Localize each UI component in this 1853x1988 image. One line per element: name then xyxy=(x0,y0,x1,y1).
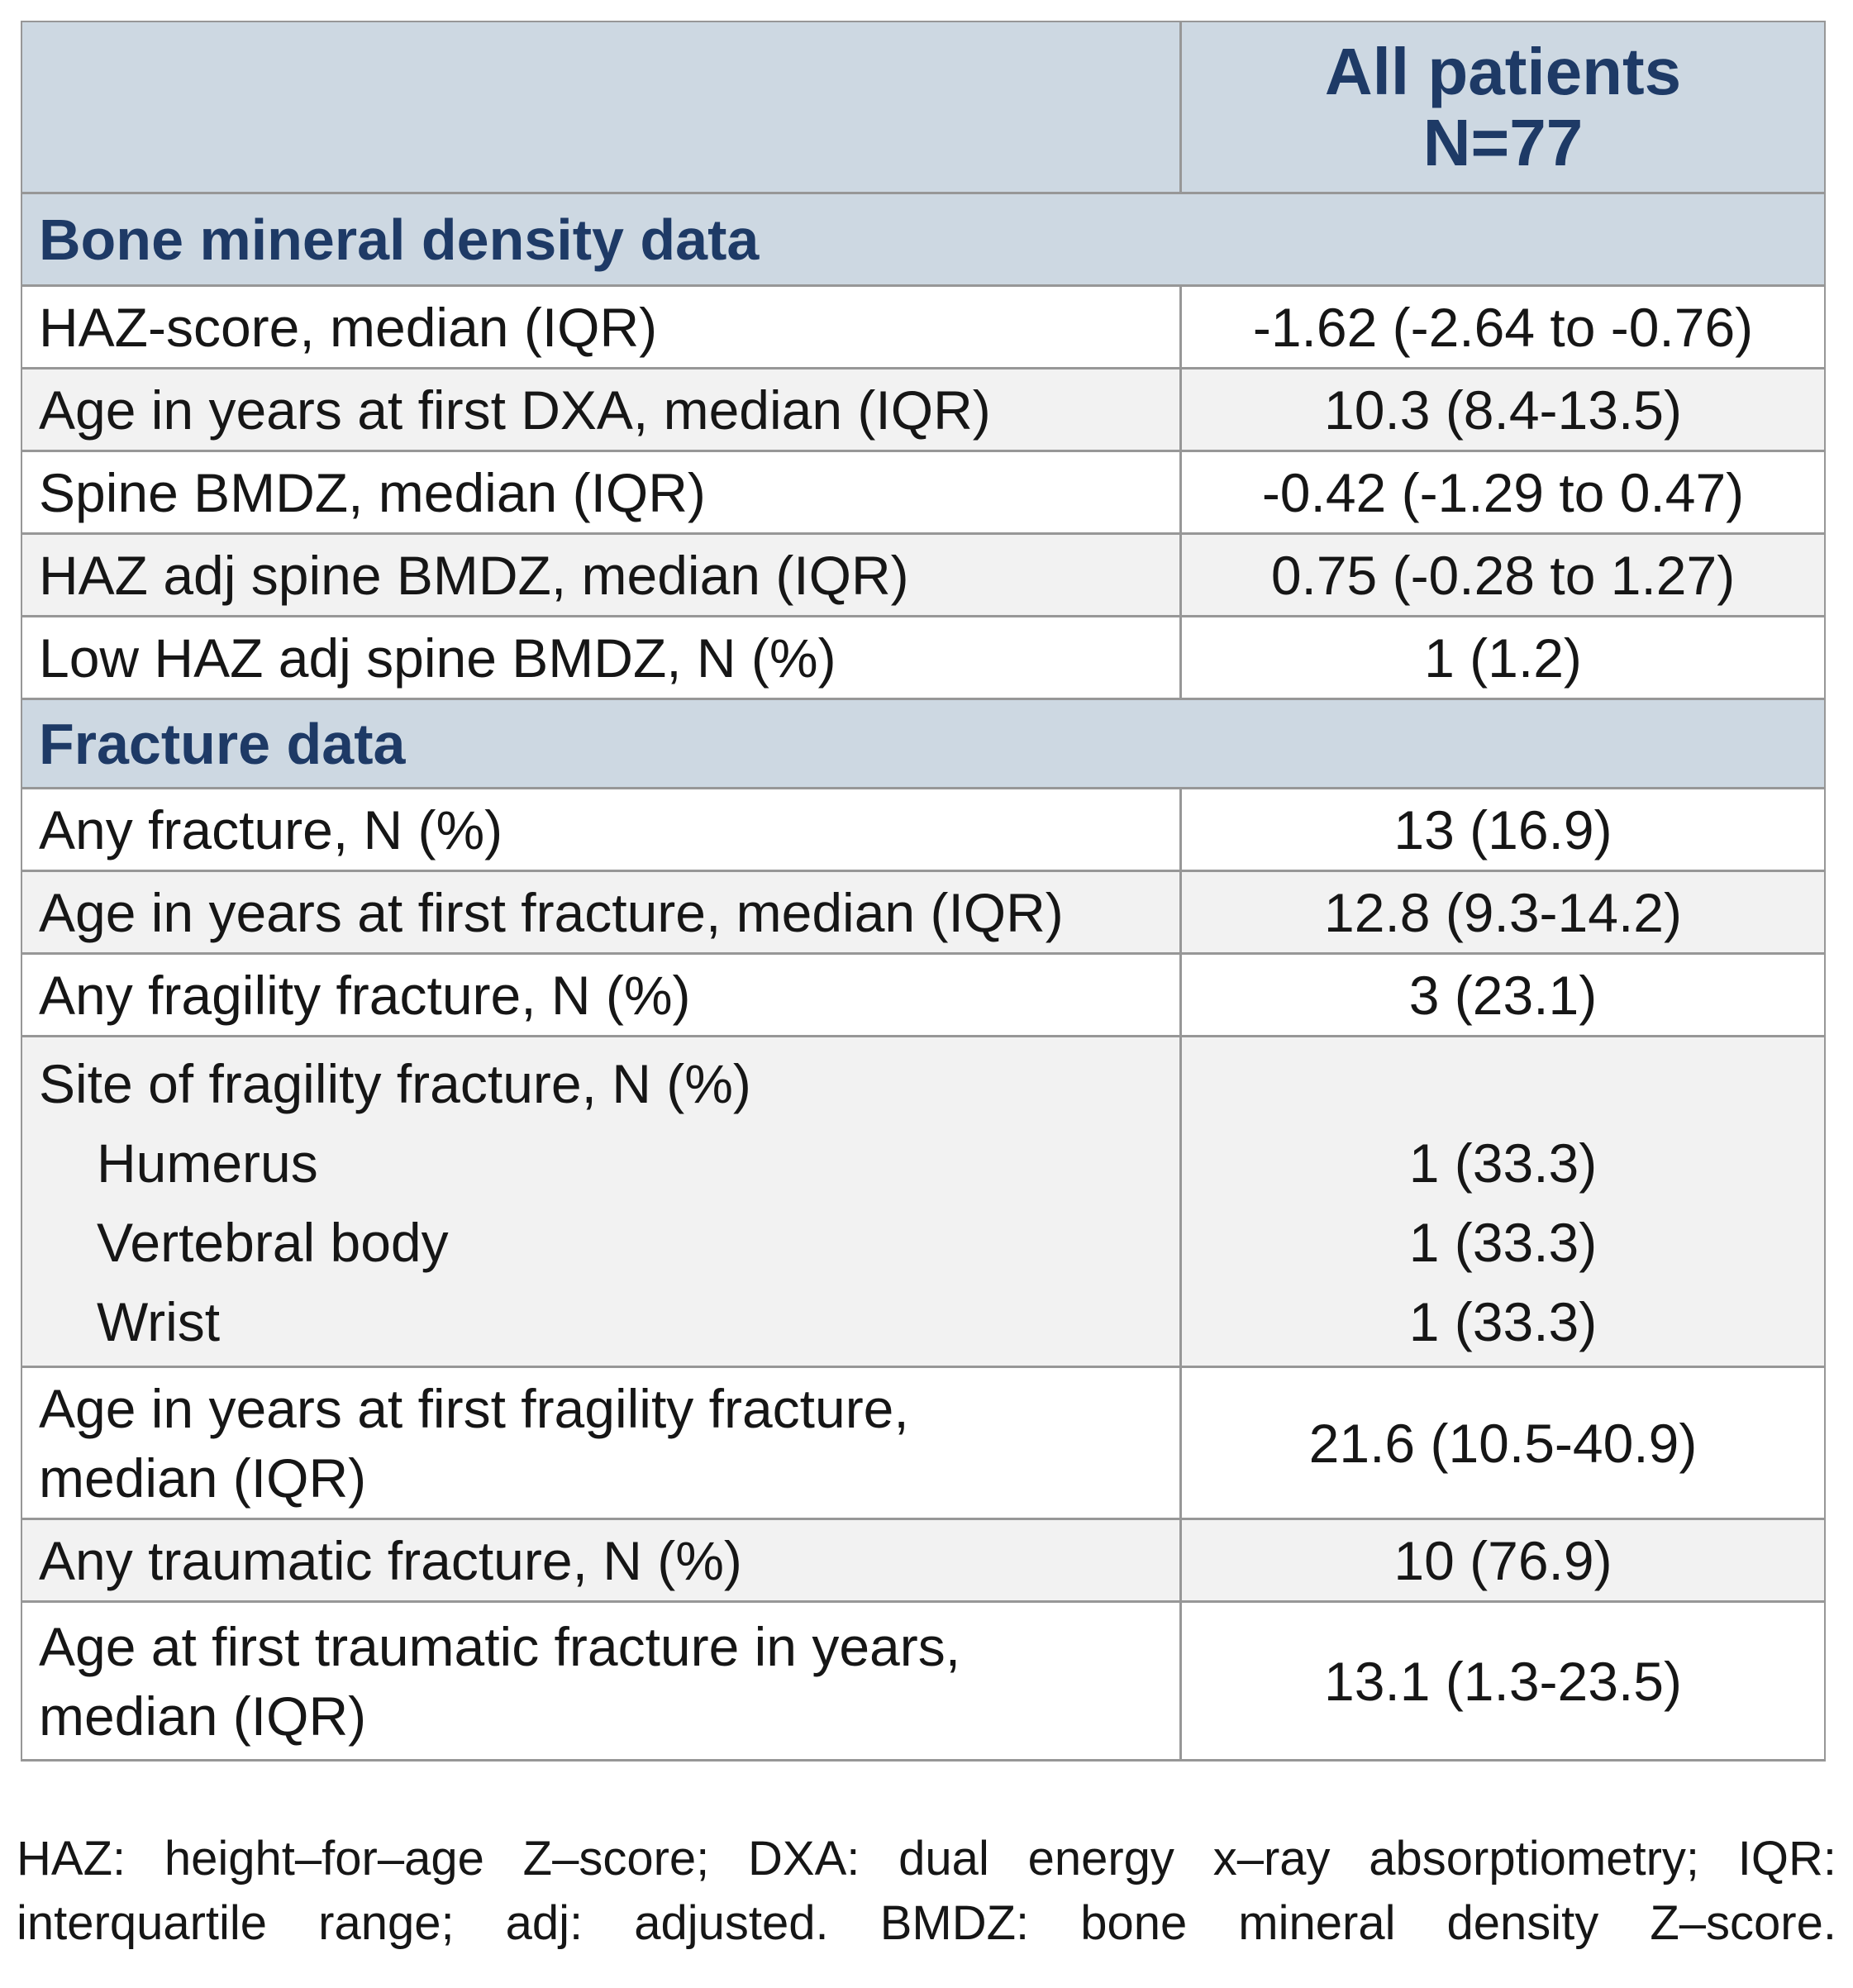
group-item-label-wrist: Wrist xyxy=(97,1291,221,1352)
row-label: Any traumatic fracture, N (%) xyxy=(39,1529,742,1591)
row-label: Spine BMDZ, median (IQR) xyxy=(39,461,706,523)
group-item-value-vertebral-body: 1 (33.3) xyxy=(1408,1212,1598,1273)
section-row-fracture-data: Fracture data xyxy=(22,698,1824,787)
group-item-label-vertebral-body: Vertebral body xyxy=(97,1212,449,1273)
group-item-value-humerus: 1 (33.3) xyxy=(1408,1132,1598,1194)
table-header-row: All patients N=77 xyxy=(22,22,1824,192)
table-row-group-fragility-site: Site of fragility fracture, N (%) Humeru… xyxy=(22,1035,1824,1366)
table-row-any-fracture: Any fracture, N (%) 13 (16.9) xyxy=(22,787,1824,870)
row-value: 13 (16.9) xyxy=(1393,799,1612,861)
table-row-spine-bmdz: Spine BMDZ, median (IQR) -0.42 (-1.29 to… xyxy=(22,450,1824,532)
row-label: Age in years at first DXA, median (IQR) xyxy=(39,379,991,441)
row-label: Any fragility fracture, N (%) xyxy=(39,964,691,1026)
row-label: Age at first traumatic fracture in years… xyxy=(39,1615,961,1747)
row-label: Low HAZ adj spine BMDZ, N (%) xyxy=(39,627,836,689)
group-label: Site of fragility fracture, N (%) xyxy=(39,1053,751,1114)
table-row-age-first-traumatic-fracture: Age at first traumatic fracture in years… xyxy=(22,1600,1824,1759)
table-row-age-first-fragility-fracture: Age in years at first fragility fracture… xyxy=(22,1366,1824,1518)
row-value: 10.3 (8.4-13.5) xyxy=(1324,379,1682,441)
row-value: 3 (23.1) xyxy=(1408,964,1598,1026)
row-value: 0.75 (-0.28 to 1.27) xyxy=(1270,544,1736,606)
header-n-label: N=77 xyxy=(1422,105,1584,179)
table-row-age-first-dxa: Age in years at first DXA, median (IQR) … xyxy=(22,367,1824,450)
row-value: 13.1 (1.3-23.5) xyxy=(1324,1650,1682,1712)
section-row-bone-mineral-density: Bone mineral density data xyxy=(22,192,1824,284)
table-row-any-traumatic-fracture: Any traumatic fracture, N (%) 10 (76.9) xyxy=(22,1518,1824,1600)
section-title: Fracture data xyxy=(39,711,406,776)
row-value: 12.8 (9.3-14.2) xyxy=(1324,881,1682,943)
row-label: HAZ-score, median (IQR) xyxy=(39,296,658,358)
table-row-low-haz-adj-spine-bmdz: Low HAZ adj spine BMDZ, N (%) 1 (1.2) xyxy=(22,615,1824,698)
row-value: 1 (1.2) xyxy=(1424,627,1582,689)
row-label: HAZ adj spine BMDZ, median (IQR) xyxy=(39,544,909,606)
section-title: Bone mineral density data xyxy=(39,207,760,272)
table-row-age-first-fracture: Age in years at first fracture, median (… xyxy=(22,870,1824,952)
row-value: -1.62 (-2.64 to -0.76) xyxy=(1252,296,1754,358)
row-value: -0.42 (-1.29 to 0.47) xyxy=(1261,461,1745,523)
group-item-label-humerus: Humerus xyxy=(97,1132,318,1194)
row-value: 21.6 (10.5-40.9) xyxy=(1308,1412,1698,1474)
header-all-patients-label: All patients xyxy=(1324,34,1682,108)
row-label: Age in years at first fragility fracture… xyxy=(39,1377,909,1509)
group-item-value-wrist: 1 (33.3) xyxy=(1408,1291,1598,1352)
row-label: Age in years at first fracture, median (… xyxy=(39,881,1064,943)
row-label: Any fracture, N (%) xyxy=(39,799,503,861)
abbreviations-footnote: HAZ: height–for–age Z–score; DXA: dual e… xyxy=(17,1832,1836,1950)
header-patients-cell: All patients N=77 xyxy=(1182,22,1824,192)
patient-summary-table: All patients N=77 Bone mineral density d… xyxy=(21,21,1826,1762)
row-value: 10 (76.9) xyxy=(1393,1529,1612,1591)
table-row-haz-adj-spine-bmdz: HAZ adj spine BMDZ, median (IQR) 0.75 (-… xyxy=(22,532,1824,615)
group-value-spacer xyxy=(1190,1044,1816,1123)
table-row-any-fragility-fracture: Any fragility fracture, N (%) 3 (23.1) xyxy=(22,952,1824,1035)
header-empty-cell xyxy=(22,22,1182,192)
table-row-haz-score: HAZ-score, median (IQR) -1.62 (-2.64 to … xyxy=(22,284,1824,367)
